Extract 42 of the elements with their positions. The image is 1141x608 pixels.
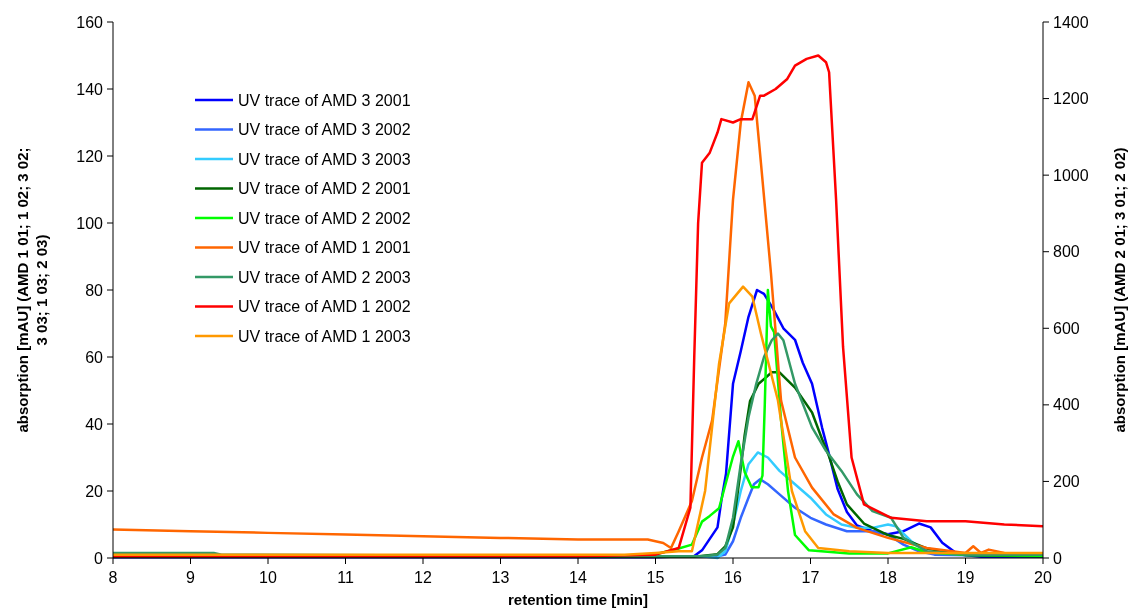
x-tick-label: 11 xyxy=(337,569,354,586)
y-axis-title: absorption [mAU] (AMD 1 01; 1 02; 3 02; 3 03; 1 03; 2 03) xyxy=(14,147,50,433)
legend-label: UV trace of AMD 1 2002 xyxy=(238,298,411,316)
y2-tick-label: 600 xyxy=(1053,319,1080,337)
y2-tick-label: 400 xyxy=(1053,396,1080,414)
y-tick-label: 40 xyxy=(85,415,104,433)
x-tick-label: 20 xyxy=(1034,569,1052,586)
x-tick-label: 18 xyxy=(879,569,897,586)
y-tick-label: 100 xyxy=(76,214,104,232)
y2-tick-label: 800 xyxy=(1053,243,1080,261)
legend-label: UV trace of AMD 3 2002 xyxy=(238,121,411,139)
legend-label: UV trace of AMD 2 2002 xyxy=(238,209,411,227)
y-tick-label: 80 xyxy=(85,281,104,299)
legend-label: UV trace of AMD 1 2003 xyxy=(238,327,411,345)
legend-label: UV trace of AMD 1 2001 xyxy=(238,239,411,257)
x-tick-label: 9 xyxy=(186,569,196,586)
y-tick-label: 120 xyxy=(76,147,104,165)
x-tick-label: 15 xyxy=(646,569,665,586)
y-tick-label: 140 xyxy=(76,80,104,98)
x-tick-label: 16 xyxy=(724,569,742,586)
y2-tick-label: 1200 xyxy=(1053,90,1089,108)
x-tick-label: 10 xyxy=(259,569,277,586)
y-tick-label: 20 xyxy=(85,482,104,500)
y-tick-label: 60 xyxy=(85,348,104,366)
y2-tick-label: 200 xyxy=(1053,473,1080,491)
legend-label: UV trace of AMD 2 2001 xyxy=(238,180,411,198)
y2-axis-title: absorption [mAU] (AMD 2 01; 3 01; 2 02) xyxy=(1111,147,1128,433)
legend-label: UV trace of AMD 3 2003 xyxy=(238,150,411,168)
x-tick-label: 13 xyxy=(491,569,510,586)
x-tick-label: 19 xyxy=(956,569,975,586)
y-tick-label: 0 xyxy=(94,549,104,567)
legend-label: UV trace of AMD 2 2003 xyxy=(238,268,411,286)
x-tick-label: 17 xyxy=(801,569,820,586)
x-tick-label: 12 xyxy=(414,569,432,586)
x-tick-label: 14 xyxy=(569,569,587,586)
legend-label: UV trace of AMD 3 2001 xyxy=(238,91,411,109)
x-tick-label: 8 xyxy=(108,569,118,586)
x-axis-title: retention time [min] xyxy=(507,591,649,608)
y-tick-label: 160 xyxy=(76,13,104,31)
y2-tick-label: 1400 xyxy=(1053,13,1089,31)
y2-tick-label: 1000 xyxy=(1053,166,1089,184)
y2-tick-label: 0 xyxy=(1053,549,1062,567)
